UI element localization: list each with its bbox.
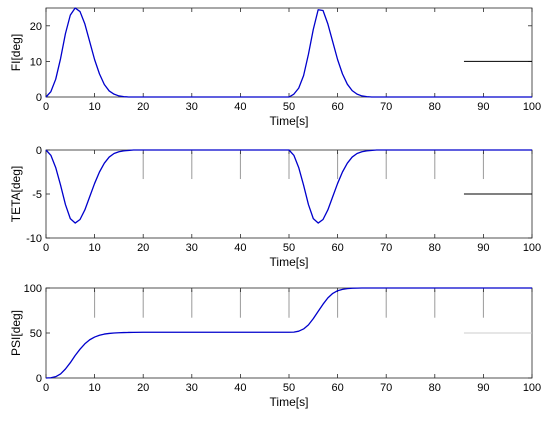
chart-panel-3: 0 10 20 30 40 50 60 70 80 90 100 0 50 100 Time[s] PSI[d… [9,283,541,409]
series-line [45,287,532,379]
y-tick-label: 0 [36,373,42,385]
y-axis-label: PSI[deg] [9,310,23,356]
x-tick-label: 20 [137,242,149,254]
y-tick-label: 50 [30,328,42,340]
x-tick-label: 0 [43,382,49,394]
x-tick-label: 70 [380,382,392,394]
x-tick-label: 40 [234,101,246,113]
x-tick-label: 10 [88,242,100,254]
x-tick-label: 100 [523,242,541,254]
x-tick-label: 90 [477,382,489,394]
x-tick-label: 0 [43,101,49,113]
plot-area [45,7,533,98]
x-tick-label: 10 [88,382,100,394]
x-tick-label: 90 [477,242,489,254]
x-tick-label: 30 [186,242,198,254]
x-tick-label: 60 [331,101,343,113]
x-axis-label: Time[s] [270,114,309,128]
y-tick-label: 0 [36,92,42,104]
series-line [45,149,532,224]
x-tick-label: 60 [331,242,343,254]
series-line [45,7,532,98]
y-axis-label: TETA[deg] [9,166,23,222]
x-tick-label: 80 [429,101,441,113]
x-tick-label: 70 [380,101,392,113]
chart-panel-1: 0 10 20 30 40 50 60 70 80 90 100 0 10 20 Time[s] FI[deg… [9,7,541,128]
x-tick-label: 30 [186,101,198,113]
y-tick-label: -10 [26,233,42,245]
x-tick-label: 60 [331,382,343,394]
x-tick-label: 20 [137,101,149,113]
x-tick-label: 30 [186,382,198,394]
y-tick-label: 20 [30,21,42,33]
x-tick-label: 100 [523,101,541,113]
x-axis-label: Time[s] [270,395,309,409]
x-tick-label: 70 [380,242,392,254]
x-axis-label: Time[s] [270,255,309,269]
x-tick-label: 90 [477,101,489,113]
x-tick-label: 40 [234,382,246,394]
y-tick-label: 10 [30,56,42,68]
x-tick-label: 80 [429,382,441,394]
x-tick-label: 50 [283,382,295,394]
x-tick-label: 50 [283,242,295,254]
x-tick-label: 10 [88,101,100,113]
x-tick-label: 100 [523,382,541,394]
x-tick-label: 20 [137,382,149,394]
x-tick-label: 40 [234,242,246,254]
y-axis-label: FI[deg] [9,34,23,71]
y-tick-label: 100 [24,283,42,295]
x-tick-label: 0 [43,242,49,254]
y-tick-label: 0 [36,145,42,157]
x-tick-label: 80 [429,242,441,254]
chart-panel-2: 0 10 20 30 40 50 60 70 80 90 100 -10 -5 0 Time[s] TETA[… [9,145,541,269]
y-tick-label: -5 [32,189,42,201]
x-tick-label: 50 [283,101,295,113]
